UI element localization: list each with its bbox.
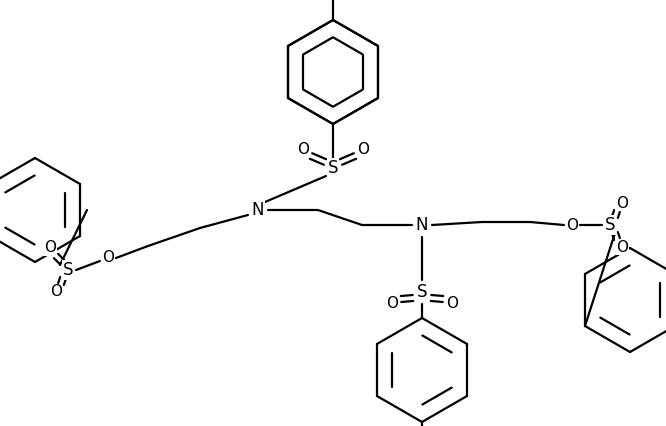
Text: O: O <box>50 285 62 299</box>
Text: N: N <box>416 216 428 234</box>
Text: O: O <box>566 218 578 233</box>
Text: O: O <box>616 196 628 210</box>
Text: O: O <box>44 241 56 256</box>
Text: O: O <box>616 239 628 254</box>
Text: S: S <box>417 283 428 301</box>
Text: N: N <box>252 201 264 219</box>
Text: O: O <box>102 250 114 265</box>
Text: S: S <box>605 216 615 234</box>
Text: S: S <box>63 261 73 279</box>
Text: O: O <box>386 296 398 311</box>
Text: O: O <box>357 143 369 158</box>
Text: O: O <box>446 296 458 311</box>
Text: S: S <box>328 159 338 177</box>
Text: O: O <box>297 143 309 158</box>
